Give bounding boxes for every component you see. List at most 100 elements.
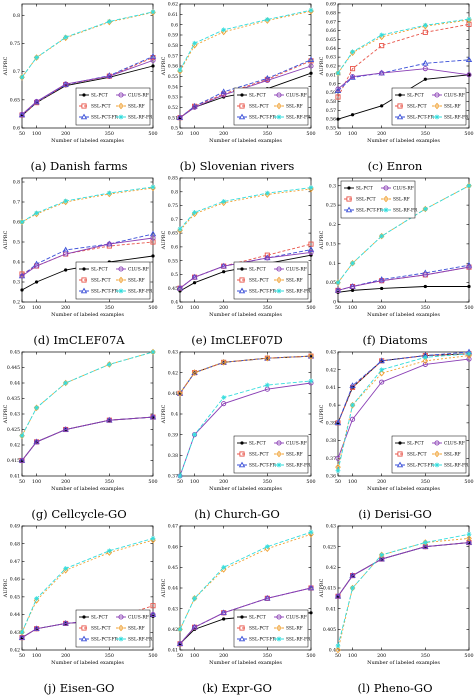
data-point <box>264 255 270 261</box>
y-tick-label: 0.48 <box>10 541 20 547</box>
data-point <box>308 63 314 69</box>
legend-label: SSL-RF-FR <box>128 290 153 295</box>
y-tick-label: 0.3 <box>13 280 20 286</box>
data-point <box>150 235 156 241</box>
legend-label: SL-PCT <box>249 442 266 447</box>
series-line <box>337 542 470 597</box>
data-point <box>151 64 155 68</box>
y-axis-label: AUPRC <box>3 230 9 250</box>
legend-marker <box>346 196 352 202</box>
legend-marker <box>276 92 282 98</box>
x-axis-label: Number of labeled examples <box>367 660 440 666</box>
chart-caption: (j) Eisen-GO <box>43 681 115 695</box>
x-tick-label: 100 <box>348 131 357 137</box>
legend-label: SSL-PCT <box>249 105 269 110</box>
y-tick-label: 0.56 <box>168 64 178 70</box>
data-point <box>221 610 227 616</box>
data-point <box>350 416 356 422</box>
series-line <box>337 533 470 646</box>
legend-marker <box>276 276 282 284</box>
data-point <box>264 17 270 22</box>
y-tick-label: 0.39 <box>168 432 178 438</box>
y-tick-label: 0.58 <box>326 99 336 105</box>
legend-label: SSL-PCT <box>249 627 269 632</box>
y-tick-label: 0.405 <box>323 627 336 633</box>
y-tick-label: 0.54 <box>168 84 178 90</box>
data-point <box>349 382 356 388</box>
x-tick-label: 200 <box>219 479 228 485</box>
data-point <box>307 56 315 63</box>
data-point <box>150 9 156 15</box>
y-tick-label: 0.63 <box>326 55 336 61</box>
legend-marker <box>398 93 402 97</box>
y-tick-label: 0.75 <box>168 203 178 209</box>
y-tick-label: 0.37 <box>326 456 336 462</box>
series-line <box>179 587 312 645</box>
y-tick-label: 0.61 <box>326 72 336 78</box>
data-point <box>309 611 313 615</box>
data-point <box>191 595 198 602</box>
y-tick-label: 0.55 <box>168 258 178 264</box>
legend-marker <box>397 451 403 457</box>
x-tick-label: 500 <box>148 131 157 137</box>
y-tick-label: 0.59 <box>326 90 336 96</box>
y-tick-label: 0.7 <box>171 217 178 223</box>
legend-marker <box>239 625 245 631</box>
data-point <box>150 414 156 420</box>
data-point <box>349 584 356 592</box>
legend-label: SL-PCT <box>91 268 108 273</box>
data-point <box>264 382 270 388</box>
y-tick-label: 0.41 <box>326 606 336 612</box>
series-clus-rf <box>335 66 472 92</box>
y-tick-label: 0.1 <box>329 261 336 267</box>
legend-marker <box>383 207 389 213</box>
data-point <box>177 626 183 633</box>
legend-marker <box>80 635 88 642</box>
x-tick-label: 500 <box>148 479 157 485</box>
x-tick-label: 50 <box>177 305 183 311</box>
data-point <box>150 57 156 63</box>
y-tick-label: 0.43 <box>168 350 178 356</box>
legend-marker <box>398 441 402 445</box>
data-point <box>422 29 428 35</box>
data-point <box>422 540 428 545</box>
y-tick-label: 0.42 <box>168 627 178 633</box>
data-point <box>34 405 39 411</box>
chart-panel-e: 0.4 0.45 0.5 0.55 0.6 0.65 0.7 0.75 0.8 0.85 50 100… <box>158 174 316 348</box>
data-point <box>422 354 428 360</box>
chart-panel-l: 0.4 0.405 0.41 0.415 0.42 0.425 0.43 50 100 200 35… <box>316 522 474 696</box>
x-tick-label: 50 <box>335 305 341 311</box>
data-point <box>191 369 198 375</box>
legend-marker <box>434 462 440 468</box>
legend: SL-PCT SSL-PCT SSL-PCT-FR CLUS-RF SSL-RF SSL-… <box>340 180 418 219</box>
data-point <box>34 439 40 445</box>
series-ssl-rf <box>335 16 472 77</box>
data-point <box>20 288 24 292</box>
data-point <box>264 190 270 196</box>
data-point <box>192 40 197 46</box>
series-sl-pct <box>20 415 155 463</box>
legend-label: SSL-PCT-FR <box>249 290 277 295</box>
data-point <box>19 111 25 118</box>
series-ssl-rf-fr <box>19 184 156 225</box>
legend-label: SSL-RF-FR <box>286 638 311 643</box>
legend-label: SSL-RF-FR <box>393 209 418 214</box>
y-axis-label: AUPRC <box>3 578 9 598</box>
y-tick-label: 0.425 <box>7 427 20 433</box>
y-tick-label: 0.41 <box>326 385 336 391</box>
data-point <box>264 354 271 362</box>
x-tick-label: 200 <box>61 479 70 485</box>
data-point <box>63 198 69 204</box>
series-line <box>21 416 154 461</box>
y-axis-label: AUPRC <box>319 230 325 250</box>
series-ssl-rf <box>177 185 314 234</box>
x-tick-label: 500 <box>148 305 157 311</box>
legend: SL-PCT SSL-PCT SSL-PCT-FR CLUS-RF SSL-RF SSL-… <box>233 261 311 300</box>
legend-marker <box>118 288 124 294</box>
y-tick-label: 0.75 <box>10 41 20 47</box>
data-point <box>308 352 314 360</box>
series-clus-rf <box>177 63 314 121</box>
y-tick-label: 0.62 <box>326 64 336 70</box>
y-tick-label: 0.37 <box>168 474 178 480</box>
